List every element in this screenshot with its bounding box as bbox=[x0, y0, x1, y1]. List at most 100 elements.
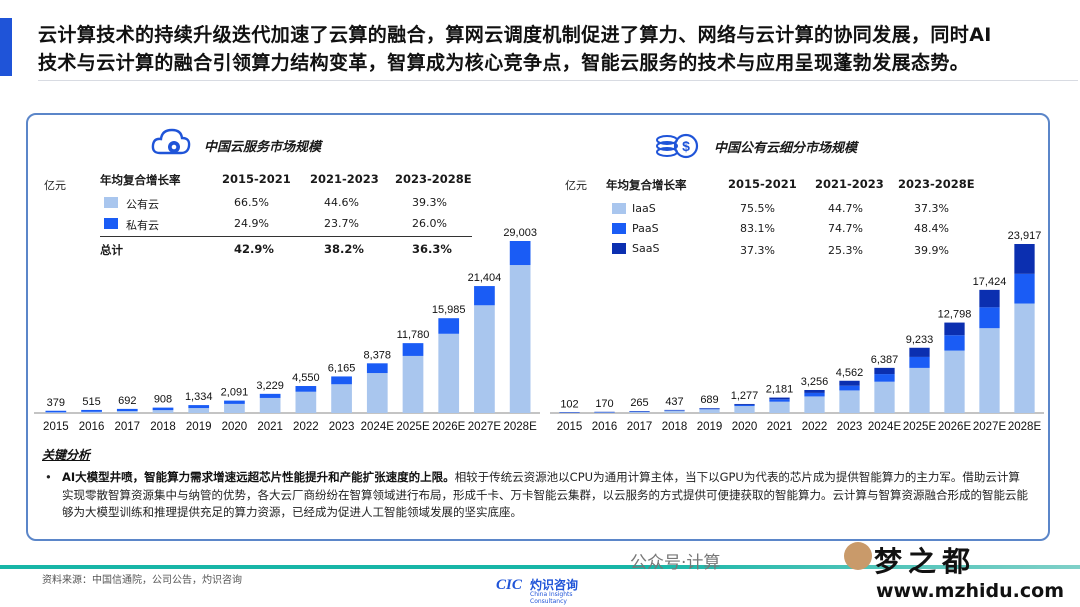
wechat-account-label: 公众号·计算 bbox=[630, 553, 721, 573]
left-bar-私有云-2019 bbox=[188, 405, 210, 409]
left-total-label-2028E: 29,003 bbox=[503, 227, 537, 239]
left-bar-公有云-2024E bbox=[366, 373, 388, 413]
right-bar-SaaS-2027E bbox=[979, 289, 1000, 308]
left-xtick-2027E: 2027E bbox=[468, 421, 502, 433]
svg-text:$: $ bbox=[682, 138, 690, 154]
left-bar-公有云-2025E bbox=[402, 355, 424, 413]
right-bar-SaaS-2026E bbox=[944, 322, 965, 336]
left-chart-title: 中国云服务市场规模 bbox=[204, 140, 322, 155]
right-chart-title: 中国公有云细分市场规模 bbox=[714, 141, 858, 156]
page-headline: 云计算技术的持续升级迭代加速了云算的融合，算网云调度机制促进了算力、网络与云计算… bbox=[38, 21, 1068, 77]
right-total-label-2019: 689 bbox=[700, 394, 718, 406]
right-xtick-2024E: 2024E bbox=[868, 421, 902, 433]
headline-line-1: 云计算技术的持续升级迭代加速了云算的融合，算网云调度机制促进了算力、网络与云计算… bbox=[38, 24, 992, 46]
cloud-gear-icon bbox=[150, 125, 192, 159]
left-bar-公有云-2023 bbox=[331, 384, 352, 413]
left-bar-公有云-2022 bbox=[295, 391, 317, 413]
right-row-2-v3: 48.4% bbox=[914, 222, 949, 235]
right-bar-PaaS-2020 bbox=[734, 404, 755, 407]
footer-divider bbox=[0, 565, 1080, 569]
right-xtick-2027E: 2027E bbox=[973, 421, 1007, 433]
left-bar-私有云-2017 bbox=[116, 408, 138, 412]
right-bar-SaaS-2021 bbox=[769, 397, 790, 400]
left-bar-私有云-2021 bbox=[259, 393, 281, 398]
left-xtick-2024E: 2024E bbox=[361, 421, 395, 433]
left-bar-私有云-2025E bbox=[402, 343, 424, 356]
left-total-label-2019: 1,334 bbox=[185, 391, 213, 403]
right-xtick-2022: 2022 bbox=[802, 421, 828, 433]
left-row-2-v1: 24.9% bbox=[234, 217, 269, 230]
left-row-1-v2: 44.6% bbox=[324, 196, 359, 209]
analysis-title: 关键分析 bbox=[42, 448, 91, 462]
left-bar-私有云-2028E bbox=[509, 241, 531, 266]
right-bar-IaaS-2024E bbox=[874, 381, 895, 413]
left-chart-unit: 亿元 bbox=[44, 179, 66, 192]
right-chart-unit: 亿元 bbox=[565, 179, 587, 192]
left-row-2-v2: 23.7% bbox=[324, 217, 359, 230]
left-cagr-period-3: 2023-2028E bbox=[395, 172, 472, 186]
headline-line-2: 技术与云计算的融合引领算力结构变革，智算成为核心竞争点，智能云服务的技术与应用呈… bbox=[38, 52, 970, 74]
coin-stack-icon: $ bbox=[655, 130, 701, 160]
left-total-label-2015: 379 bbox=[47, 397, 65, 409]
right-xtick-2023: 2023 bbox=[837, 421, 863, 433]
right-xtick-2025E: 2025E bbox=[903, 421, 937, 433]
left-total-label-2027E: 21,404 bbox=[468, 272, 502, 284]
left-xtick-2028E: 2028E bbox=[504, 421, 538, 433]
right-total-label-2028E: 23,917 bbox=[1008, 230, 1042, 242]
right-bar-IaaS-2021 bbox=[769, 401, 790, 413]
left-row-1-v3: 39.3% bbox=[412, 196, 447, 209]
right-row-1-name: IaaS bbox=[632, 202, 656, 215]
left-total-name: 总计 bbox=[100, 243, 123, 257]
cic-logo: CIC 灼识咨询 China Insights Consultancy bbox=[496, 576, 596, 605]
logo-en: China Insights Consultancy bbox=[530, 591, 573, 605]
right-bar-IaaS-2016 bbox=[594, 412, 615, 413]
right-total-label-2026E: 12,798 bbox=[938, 309, 972, 321]
right-xtick-2026E: 2026E bbox=[938, 421, 972, 433]
watermark-brand: 梦之都 bbox=[874, 545, 977, 578]
left-total-label-2017: 692 bbox=[118, 395, 136, 407]
right-bar-PaaS-2021 bbox=[769, 399, 790, 402]
right-bar-IaaS-2022 bbox=[804, 396, 825, 413]
left-total-label-2021: 3,229 bbox=[256, 380, 284, 392]
left-bar-公有云-2019 bbox=[188, 408, 210, 413]
right-bar-SaaS-2019 bbox=[699, 408, 720, 409]
left-xtick-2017: 2017 bbox=[114, 421, 140, 433]
left-total-label-2025E: 11,780 bbox=[397, 329, 430, 341]
legend-swatch-paas bbox=[612, 223, 626, 234]
right-total-label-2020: 1,277 bbox=[731, 390, 759, 402]
left-xtick-2019: 2019 bbox=[186, 421, 212, 433]
right-bar-IaaS-2017 bbox=[629, 411, 650, 413]
source-note: 资料来源：中国信通院，公司公告，灼识咨询 bbox=[42, 575, 242, 586]
right-bar-PaaS-2019 bbox=[699, 408, 720, 410]
right-bar-PaaS-2028E bbox=[1014, 273, 1035, 304]
right-bar-chart: 102 2015 170 2016 265 2017 437 2018 689 2019 1,277… bbox=[550, 230, 1044, 433]
left-total-label-2022: 4,550 bbox=[292, 372, 320, 384]
right-row-3-v3: 39.9% bbox=[914, 244, 949, 257]
left-total-label-2020: 2,091 bbox=[221, 387, 249, 399]
right-bar-IaaS-2020 bbox=[734, 406, 755, 413]
right-bar-IaaS-2019 bbox=[699, 409, 720, 413]
left-xtick-2015: 2015 bbox=[43, 421, 69, 433]
right-total-label-2021: 2,181 bbox=[766, 384, 794, 396]
right-xtick-2018: 2018 bbox=[662, 421, 688, 433]
left-total-v2: 38.2% bbox=[324, 242, 364, 256]
left-xtick-2021: 2021 bbox=[257, 421, 283, 433]
charts-panel bbox=[26, 113, 1050, 541]
logo-zh: 灼识咨询 bbox=[530, 578, 579, 592]
left-xtick-2026E: 2026E bbox=[432, 421, 466, 433]
right-xtick-2028E: 2028E bbox=[1008, 421, 1042, 433]
analysis-text: 相较于传统云资源池以CPU为通用计算主体，当下以GPU为代表的芯片成为提供智能算… bbox=[62, 470, 1028, 519]
left-bar-私有云-2015 bbox=[45, 410, 67, 413]
analysis-lead: AI大模型井喷，智能算力需求增速远超芯片性能提升和产能扩张速度的上限。 bbox=[62, 470, 455, 484]
left-bar-公有云-2026E bbox=[438, 333, 460, 413]
right-bar-PaaS-2025E bbox=[909, 356, 930, 368]
right-total-label-2024E: 6,387 bbox=[871, 354, 899, 366]
left-bar-私有云-2023 bbox=[331, 376, 352, 385]
right-bar-SaaS-2022 bbox=[804, 389, 825, 393]
legend-swatch-saas bbox=[612, 243, 626, 254]
right-cagr-period-3: 2023-2028E bbox=[898, 177, 975, 191]
left-total-label-2016: 515 bbox=[82, 396, 100, 408]
logo-mark: CIC bbox=[496, 577, 522, 593]
left-bar-私有云-2027E bbox=[474, 286, 495, 306]
right-bar-SaaS-2025E bbox=[909, 347, 930, 357]
